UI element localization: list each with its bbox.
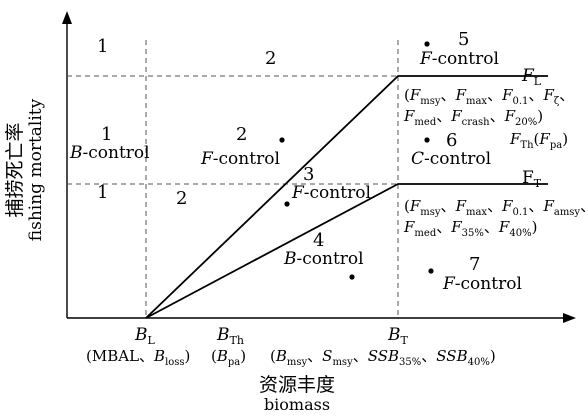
region-6-label: C-control	[411, 149, 491, 169]
region-3-point	[284, 201, 290, 207]
bt-label: BT	[387, 325, 409, 347]
x-axis-label-en: biomass	[264, 395, 330, 414]
fl-description-line2: Fmed、Fcrash、F20%)	[403, 107, 543, 128]
fl-label: FL	[521, 66, 542, 88]
ft-label: FT	[522, 168, 542, 190]
x-axis-arrow	[563, 313, 576, 323]
y-axis-label-en: fishing mortality	[26, 98, 46, 241]
region-5-label: F-control	[419, 49, 499, 69]
region-5-number: 5	[458, 29, 469, 50]
region-6-number: 6	[446, 130, 457, 151]
ft-description-line1: (Fmsy、Fmax、F0.1、Famsy、	[404, 197, 588, 218]
y-axis-label-zh: 捕捞死亡率	[4, 122, 26, 217]
region-2-point	[279, 137, 285, 143]
region-2-bottom: 2	[176, 188, 187, 209]
region-1-middle-number: 1	[101, 124, 112, 145]
region-7-number: 7	[469, 254, 480, 275]
region-1-top: 1	[97, 36, 108, 57]
region-2-middle-number: 2	[236, 124, 247, 145]
region-5-point	[424, 41, 430, 47]
region-4-number: 4	[313, 230, 324, 251]
region-4-point	[349, 274, 355, 280]
region-6-point	[424, 137, 430, 143]
region-7-label: F-control	[442, 274, 522, 294]
region-7-point	[428, 268, 434, 274]
ft-control-rule	[145, 183, 548, 319]
bth-label: BTh	[216, 325, 244, 347]
region-3-number: 3	[303, 164, 314, 185]
bth-description: (Bpa)	[211, 347, 246, 368]
bl-description: (MBAL、Bloss)	[86, 347, 190, 368]
region-1-middle-label: B-control	[69, 143, 150, 163]
bt-description: (Bmsy、Smsy、SSB35%、SSB40%)	[270, 347, 496, 368]
x-axis-label-zh: 资源丰度	[259, 374, 335, 396]
y-axis-arrow	[62, 11, 72, 24]
region-4-label: B-control	[283, 249, 364, 269]
fl-description-line1: (Fmsy、Fmax、F0.1、Fζ、	[404, 86, 574, 107]
region-2-top: 2	[265, 48, 276, 69]
fth-label: FTh(Fpa)	[509, 130, 568, 151]
ft-description-line2: Fmed、F35%、F40%)	[403, 218, 537, 239]
bl-label: BL	[134, 325, 156, 347]
region-2-middle-label: F-control	[200, 149, 280, 169]
fl-control-rule	[145, 75, 548, 319]
region-3-label: F-control	[291, 183, 371, 203]
region-1-bottom: 1	[97, 182, 108, 203]
